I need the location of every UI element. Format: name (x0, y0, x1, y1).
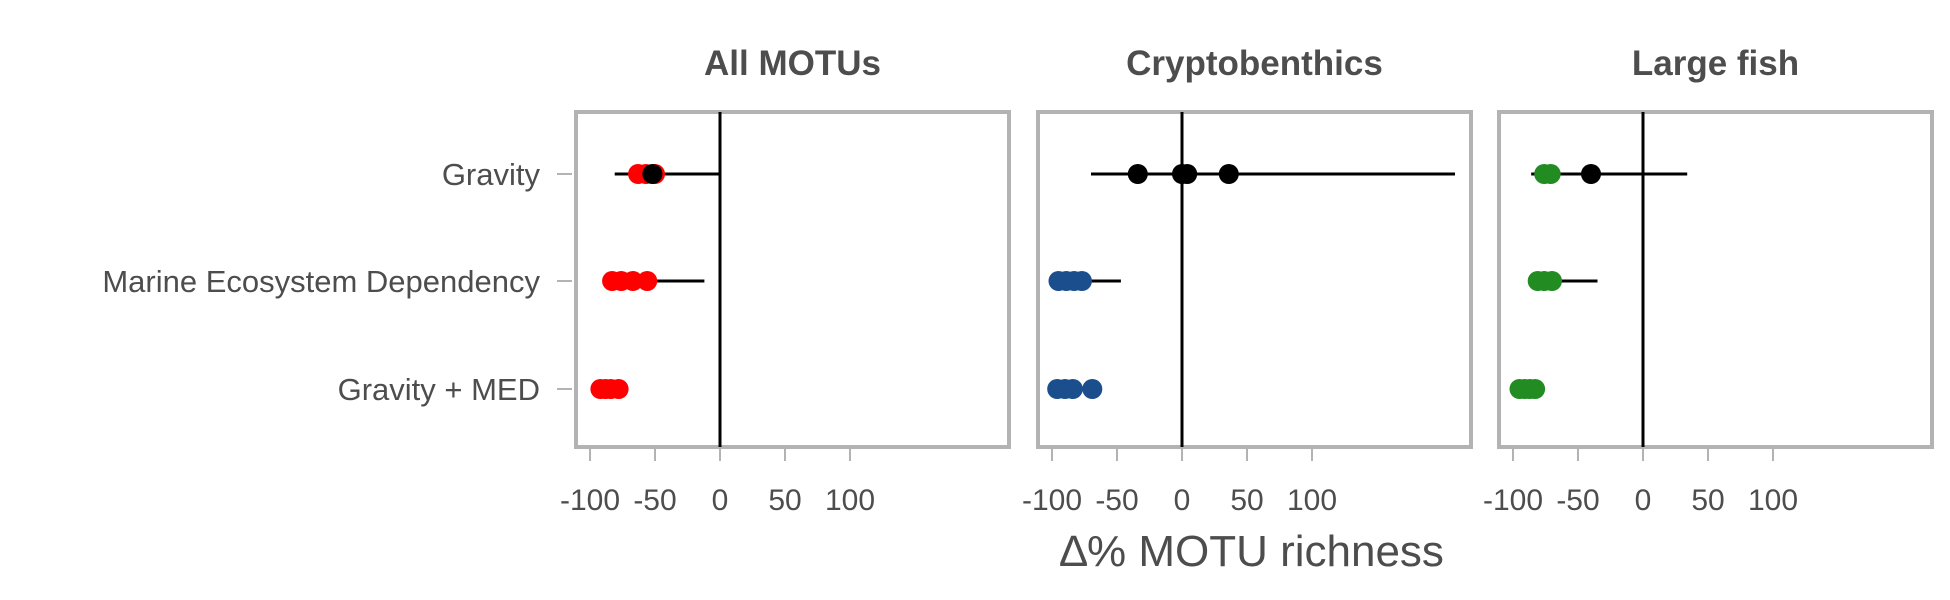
panel-title: Large fish (1632, 44, 1799, 83)
panel-1: Cryptobenthics -100 -50 0 50 100 (1022, 44, 1473, 517)
data-point (1525, 379, 1546, 399)
row-label: Marine Ecosystem Dependency (102, 264, 540, 299)
x-tick-label: -100 (1022, 484, 1082, 517)
panel-title: Cryptobenthics (1126, 44, 1383, 83)
data-point (608, 379, 629, 399)
row-label: Gravity (442, 157, 541, 192)
x-tick-label: 0 (1635, 484, 1652, 517)
data-point (1177, 164, 1198, 184)
x-tick-label: 100 (1287, 484, 1337, 517)
x-tick-label: 0 (1174, 484, 1191, 517)
row-label: Gravity + MED (338, 372, 540, 407)
panel-title: All MOTUs (704, 44, 881, 83)
x-tick-label: -50 (1095, 484, 1138, 517)
data-point (1062, 379, 1083, 399)
x-tick-label: 50 (1230, 484, 1263, 517)
x-tick-label: -100 (560, 484, 620, 517)
data-point (642, 164, 663, 184)
panel-0: All MOTUs -100 -50 0 50 100 (560, 44, 1011, 517)
data-point (622, 271, 643, 291)
facet-panels: All MOTUs -100 -50 0 50 100 Cryptobenthics -100… (560, 44, 1934, 517)
panel-2: Large fish -100 -50 0 50 100 (1483, 44, 1934, 517)
data-point (637, 271, 658, 291)
x-tick-label: -100 (1483, 484, 1543, 517)
x-tick-label: -50 (1556, 484, 1599, 517)
data-point (1542, 271, 1562, 291)
data-point (1071, 271, 1092, 291)
x-tick-label: 50 (768, 484, 801, 517)
data-point (1218, 164, 1239, 184)
x-axis-title: ∆% MOTU richness (1060, 527, 1444, 576)
data-point (1082, 379, 1103, 399)
data-point (1127, 164, 1148, 184)
x-tick-label: -50 (633, 484, 676, 517)
data-point (1581, 164, 1601, 184)
x-tick-label: 0 (712, 484, 729, 517)
x-tick-label: 100 (1748, 484, 1798, 517)
row-labels: Gravity Marine Ecosystem Dependency Gravit… (102, 157, 572, 407)
data-point (1540, 164, 1561, 184)
x-tick-label: 100 (825, 484, 875, 517)
x-tick-label: 50 (1691, 484, 1724, 517)
